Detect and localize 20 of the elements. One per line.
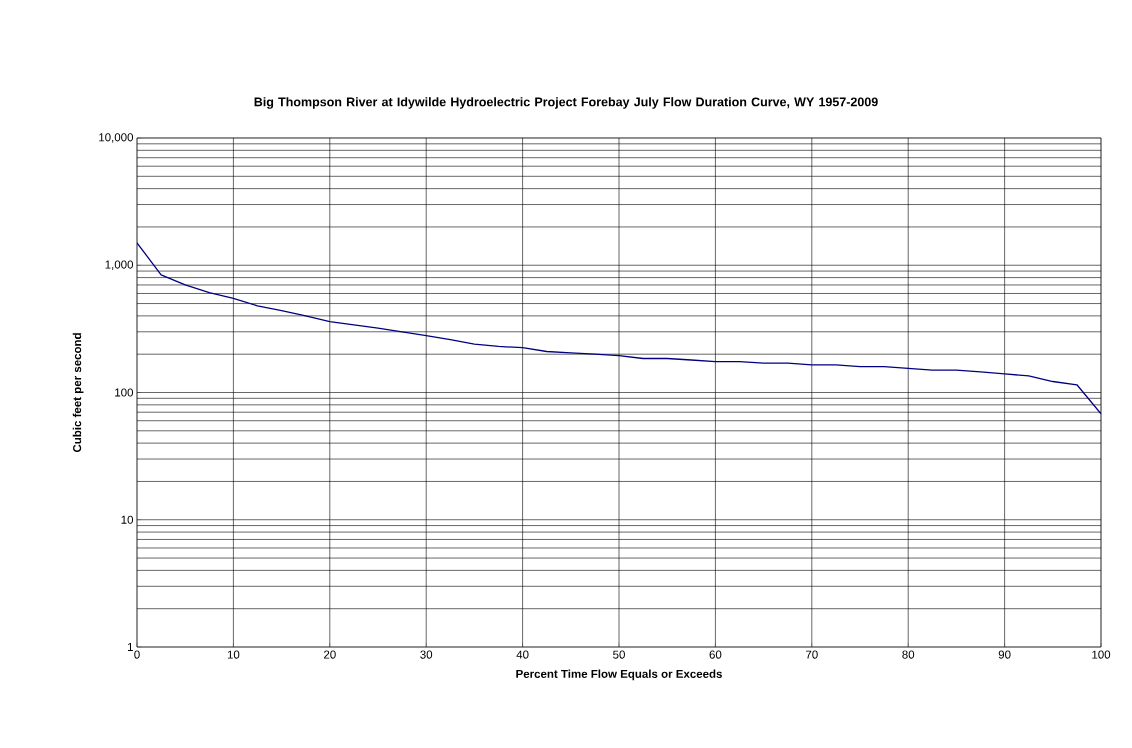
- x-axis-title: Percent Time Flow Equals or Exceeds: [516, 669, 722, 681]
- y-tick-label: 1,000: [105, 260, 134, 270]
- x-tick-label: 70: [806, 650, 818, 659]
- chart-title: Big Thompson River at Idywilde Hydroelectric Project Forebay July Flow Duration Curve, WY 1957-2009: [254, 97, 878, 109]
- x-tick-label: 60: [709, 650, 722, 659]
- line-series: [137, 242, 1102, 415]
- x-tick-label: 100: [1092, 650, 1111, 659]
- x-tick-label: 50: [613, 650, 625, 659]
- x-tick-label: 30: [420, 650, 433, 659]
- x-tick-label: 0: [134, 650, 140, 659]
- x-tick-label: 10: [227, 650, 240, 659]
- y-tick-label: 10,000: [99, 133, 134, 143]
- x-tick-label: 40: [516, 650, 529, 659]
- y-tick-label: 10: [121, 515, 134, 524]
- y-tick-label: 1: [127, 643, 133, 651]
- x-tick-label: 20: [323, 650, 336, 659]
- x-tick-label: 90: [998, 650, 1011, 659]
- x-tick-label: 80: [902, 650, 915, 659]
- y-tick-label: 100: [115, 388, 134, 397]
- y-axis-title: Cubic feet per second: [72, 333, 84, 453]
